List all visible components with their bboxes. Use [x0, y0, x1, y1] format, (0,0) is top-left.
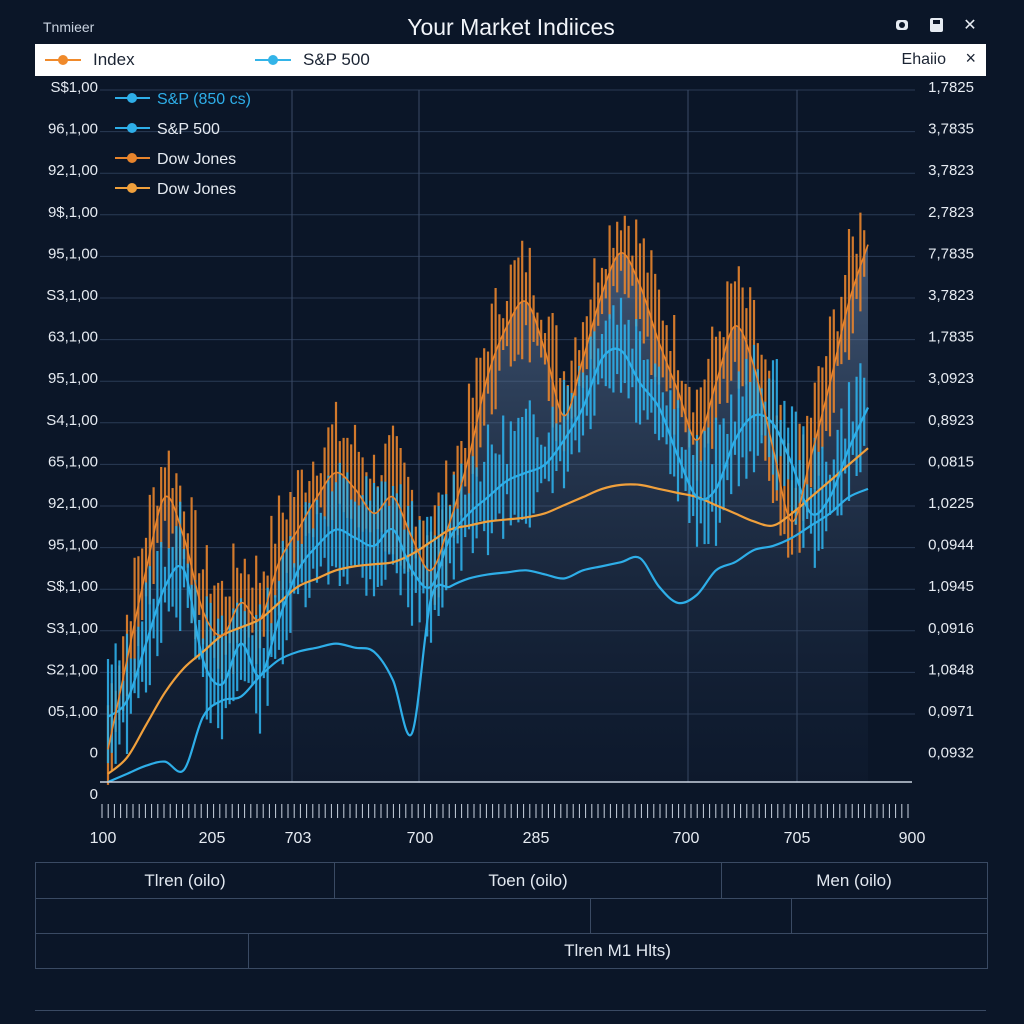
y-tick-label-left: 95,1,00	[48, 537, 98, 554]
legend-label: S&P (850 cs)	[157, 91, 251, 108]
y-tick-label-left: 95,1,00	[48, 245, 98, 262]
y-tick-label-left: S2,1,00	[46, 661, 98, 678]
legend-dot-marker	[127, 153, 137, 163]
chart-legend-item: S&P 500	[115, 121, 220, 138]
x-tick-label: 285	[523, 830, 550, 847]
series-line	[107, 244, 869, 750]
table-cell	[792, 898, 986, 933]
y-tick-label-right: 0,0971	[928, 703, 974, 720]
y-tick-label-right: 3,7835	[928, 121, 974, 138]
y-tick-label-left: 92,1,00	[48, 495, 98, 512]
y-tick-label-right: 1,0945	[928, 578, 974, 595]
x-tick-label: 205	[199, 830, 226, 847]
table-row	[36, 898, 987, 934]
chart-legend-item: Dow Jones	[115, 181, 236, 198]
series-line	[107, 447, 869, 775]
table-cell: Toen (oilo)	[335, 863, 722, 898]
y-tick-label-left: S3,1,00	[46, 287, 98, 304]
legend-dot-marker	[127, 183, 137, 193]
close-icon: ✕	[963, 17, 977, 34]
legend-bar-right-label: Ehaiio	[901, 51, 946, 68]
y-tick-label-right: 0,0815	[928, 453, 974, 470]
market-chart: S$1,00 96,1,00 92,1,00 9$,1,00 95,1,00 S3,1,0…	[46, 79, 974, 847]
y-tick-label-left: 63,1,00	[48, 329, 98, 346]
y-tick-label-right: 0,0932	[928, 745, 974, 762]
y-tick-label-left: 0	[90, 745, 98, 762]
x-tick-label: 700	[673, 830, 700, 847]
legend-dot-marker	[127, 123, 137, 133]
chart-legend-item: Dow Jones	[115, 151, 236, 168]
y-tick-label-left: 9$,1,00	[48, 204, 98, 221]
app-label: Tnmieer	[43, 19, 95, 35]
y-tick-label-left: S$1,00	[50, 79, 98, 96]
y-tick-label-right: 3,7823	[928, 162, 974, 179]
close-window-button[interactable]: ✕	[961, 16, 979, 34]
table-cell: Tlren (oilo)	[36, 863, 335, 898]
window-titlebar: Tnmieer Your Market Indiices ✕	[35, 10, 987, 44]
table-cell: Tlren M1 Hlts)	[564, 940, 671, 960]
screenshot-button[interactable]	[893, 16, 911, 34]
table-cell: Men (oilo)	[816, 870, 892, 890]
divider	[35, 1010, 986, 1011]
legend-bar-item-sp500[interactable]: S&P 500	[255, 50, 370, 70]
orange-line-marker-icon	[45, 53, 81, 67]
save-icon	[929, 18, 943, 32]
y-tick-label-right: 0,8923	[928, 412, 974, 429]
summary-table: Tlren (oilo) Toen (oilo) Men (oilo) Tlre…	[35, 862, 988, 969]
legend-bar: Index S&P 500 Ehaiio ×	[35, 44, 986, 76]
y-tick-label-right: 2,7823	[928, 204, 974, 221]
y-tick-label-right: 7,7835	[928, 245, 974, 262]
x-tick-label: 100	[90, 830, 117, 847]
x-tick-label: 700	[407, 830, 434, 847]
legend-bar-item-index[interactable]: Index	[45, 50, 135, 70]
y-tick-label-right: 3,0923	[928, 370, 974, 387]
page-title: Your Market Indiices	[407, 14, 615, 40]
legend-bar-close-button[interactable]: ×	[965, 48, 976, 68]
y-tick-label-left: S4,1,00	[46, 412, 98, 429]
y-tick-label-right: 1,7835	[928, 329, 974, 346]
y-tick-label-right: 1,7825	[928, 79, 974, 96]
legend-bar-item-label: Index	[93, 50, 135, 69]
y-tick-label-left: S3,1,00	[46, 620, 98, 637]
chart-legend-item: S&P (850 cs)	[115, 91, 251, 108]
table-cell	[591, 898, 792, 933]
legend-label: Dow Jones	[157, 151, 236, 168]
window-controls: ✕	[893, 16, 979, 34]
series-line	[107, 347, 869, 718]
y-tick-label-right: 3,7823	[928, 287, 974, 304]
x-tick-label: 705	[784, 830, 811, 847]
table-row: Tlren M1 Hlts)	[36, 933, 987, 968]
y-tick-label-right: 0,0916	[928, 620, 974, 637]
x-tick-label: 900	[899, 830, 926, 847]
y-tick-label-left: 65,1,00	[48, 453, 98, 470]
camera-icon	[896, 20, 908, 30]
y-tick-label-left: 96,1,00	[48, 121, 98, 138]
table-row: Tlren (oilo) Toen (oilo) Men (oilo)	[36, 863, 987, 899]
legend-label: Dow Jones	[157, 181, 236, 198]
legend-label: S&P 500	[157, 121, 220, 138]
y-tick-label-left: S$,1,00	[46, 578, 98, 595]
y-tick-label-right: 1,0225	[928, 495, 974, 512]
y-tick-label-left: 0	[90, 786, 98, 803]
legend-bar-item-label: S&P 500	[303, 50, 370, 69]
blue-line-marker-icon	[255, 53, 291, 67]
y-tick-label-right: 1,0848	[928, 661, 974, 678]
y-tick-label-left: 05,1,00	[48, 703, 98, 720]
y-tick-label-left: 95,1,00	[48, 370, 98, 387]
series-line	[107, 487, 869, 784]
y-tick-label-right: 0,0944	[928, 537, 974, 554]
legend-dot-marker	[127, 93, 137, 103]
table-cell	[36, 898, 591, 933]
y-tick-label-left: 92,1,00	[48, 162, 98, 179]
table-cell	[36, 933, 249, 968]
save-button[interactable]	[927, 16, 945, 34]
x-tick-label: 703	[285, 830, 312, 847]
